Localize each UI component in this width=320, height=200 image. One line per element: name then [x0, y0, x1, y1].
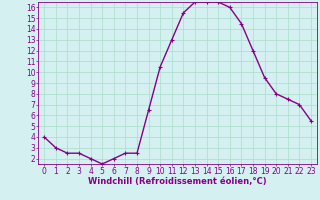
X-axis label: Windchill (Refroidissement éolien,°C): Windchill (Refroidissement éolien,°C)	[88, 177, 267, 186]
